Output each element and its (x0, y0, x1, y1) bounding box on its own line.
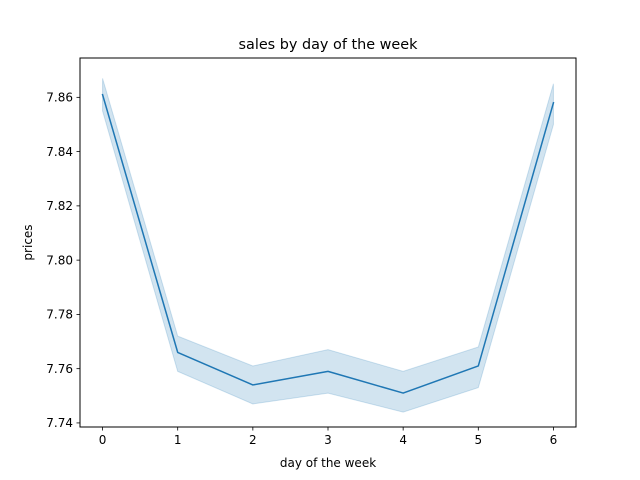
y-axis-label: prices (21, 224, 35, 260)
y-tick-label: 7.76 (46, 362, 73, 376)
x-tick-label: 6 (550, 433, 558, 447)
x-tick-label: 5 (474, 433, 482, 447)
x-axis: 0 1 2 3 4 5 6 (99, 427, 558, 447)
y-tick-label: 7.74 (46, 416, 73, 430)
y-tick-label: 7.80 (46, 253, 73, 267)
x-tick-label: 3 (324, 433, 332, 447)
series-line (101, 93, 555, 394)
x-tick-label: 2 (249, 433, 257, 447)
x-tick-label: 4 (399, 433, 407, 447)
plot-area (101, 78, 555, 413)
y-axis: 7.74 7.76 7.78 7.80 7.82 7.84 7.86 (46, 91, 80, 430)
x-tick-label: 0 (99, 433, 107, 447)
y-tick-label: 7.84 (46, 145, 73, 159)
x-axis-label: day of the week (280, 456, 376, 470)
chart-title: sales by day of the week (239, 37, 419, 53)
y-tick-label: 7.82 (46, 199, 73, 213)
confidence-band (102, 78, 554, 413)
y-tick-label: 7.86 (46, 91, 73, 105)
y-tick-label: 7.78 (46, 308, 73, 322)
x-tick-label: 1 (174, 433, 182, 447)
